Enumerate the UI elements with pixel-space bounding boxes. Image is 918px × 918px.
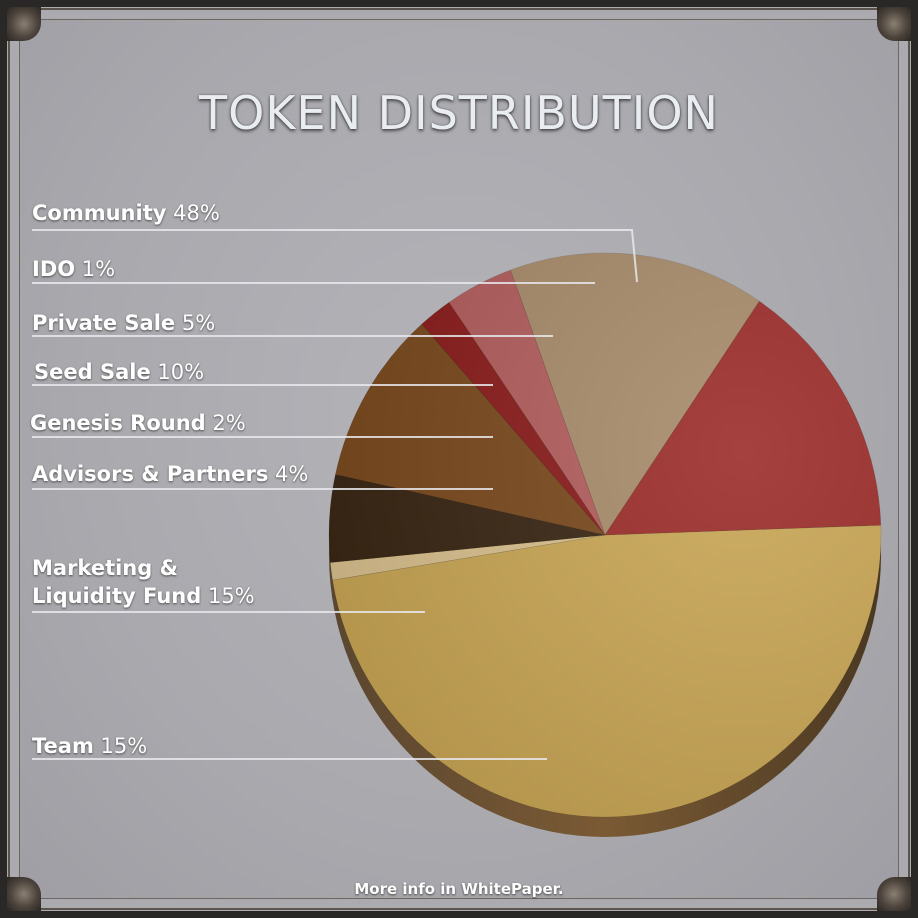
label-community-name: Community — [32, 201, 167, 225]
label-seed-sale-name: Seed Sale — [34, 360, 151, 384]
corner-ornament — [877, 7, 911, 41]
label-private-sale-name: Private Sale — [32, 311, 176, 335]
label-community-pct: 48% — [173, 201, 220, 225]
label-ido-name: IDO — [32, 257, 76, 281]
label-team-pct: 15% — [100, 734, 148, 758]
label-seed-sale: Seed Sale 10% — [34, 358, 204, 386]
corner-ornament — [877, 877, 911, 911]
label-genesis-round: Genesis Round 2% — [30, 409, 246, 437]
label-genesis-round-pct: 2% — [212, 411, 246, 435]
footer-note: More info in WhitePaper. — [354, 880, 564, 898]
corner-ornament — [7, 877, 41, 911]
chart-title: TOKEN DISTRIBUTION — [199, 86, 719, 140]
label-marketing-line1: Marketing & — [32, 556, 178, 580]
label-private-sale: Private Sale 5% — [32, 309, 215, 337]
label-private-sale-pct: 5% — [181, 311, 216, 335]
leader-line-community — [32, 229, 638, 283]
pie-sheen — [329, 253, 881, 817]
label-marketing-pct: 15% — [207, 584, 255, 608]
label-marketing: Marketing & Liquidity Fund 15% — [32, 554, 255, 610]
label-community: Community 48% — [32, 199, 220, 227]
label-genesis-round-name: Genesis Round — [30, 411, 206, 435]
label-advisors-pct: 4% — [275, 462, 309, 486]
label-team: Team 15% — [32, 732, 147, 760]
label-advisors-name: Advisors & Partners — [32, 462, 269, 486]
label-seed-sale-pct: 10% — [157, 360, 205, 384]
label-team-name: Team — [32, 734, 94, 758]
corner-ornament — [7, 7, 41, 41]
label-ido: IDO 1% — [32, 255, 115, 283]
label-advisors: Advisors & Partners 4% — [32, 460, 308, 488]
label-marketing-line2: Liquidity Fund — [32, 584, 202, 608]
label-ido-pct: 1% — [81, 257, 116, 281]
